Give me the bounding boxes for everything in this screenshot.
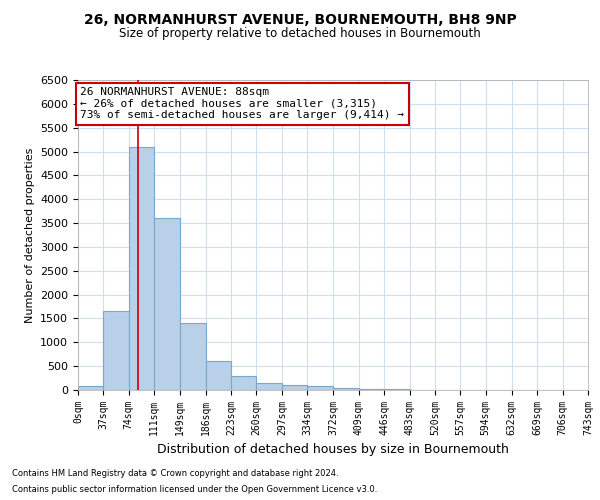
Bar [307,386,334,390]
Bar [256,383,282,390]
Bar [129,147,154,390]
Bar [359,389,384,390]
Bar [103,312,129,390]
Text: 26, NORMANHURST AVENUE, BOURNEMOUTH, BH8 9NP: 26, NORMANHURST AVENUE, BOURNEMOUTH, BH8… [83,12,517,26]
Bar [78,386,103,390]
Bar [180,323,206,390]
Text: Contains HM Land Registry data © Crown copyright and database right 2024.: Contains HM Land Registry data © Crown c… [12,468,338,477]
Bar [334,388,359,390]
Bar [206,362,231,390]
Text: Contains public sector information licensed under the Open Government Licence v3: Contains public sector information licen… [12,485,377,494]
X-axis label: Distribution of detached houses by size in Bournemouth: Distribution of detached houses by size … [157,444,509,456]
Bar [154,218,180,390]
Bar [282,385,307,390]
Bar [231,376,256,390]
Text: Size of property relative to detached houses in Bournemouth: Size of property relative to detached ho… [119,28,481,40]
Y-axis label: Number of detached properties: Number of detached properties [25,148,35,322]
Text: 26 NORMANHURST AVENUE: 88sqm
← 26% of detached houses are smaller (3,315)
73% of: 26 NORMANHURST AVENUE: 88sqm ← 26% of de… [80,87,404,120]
